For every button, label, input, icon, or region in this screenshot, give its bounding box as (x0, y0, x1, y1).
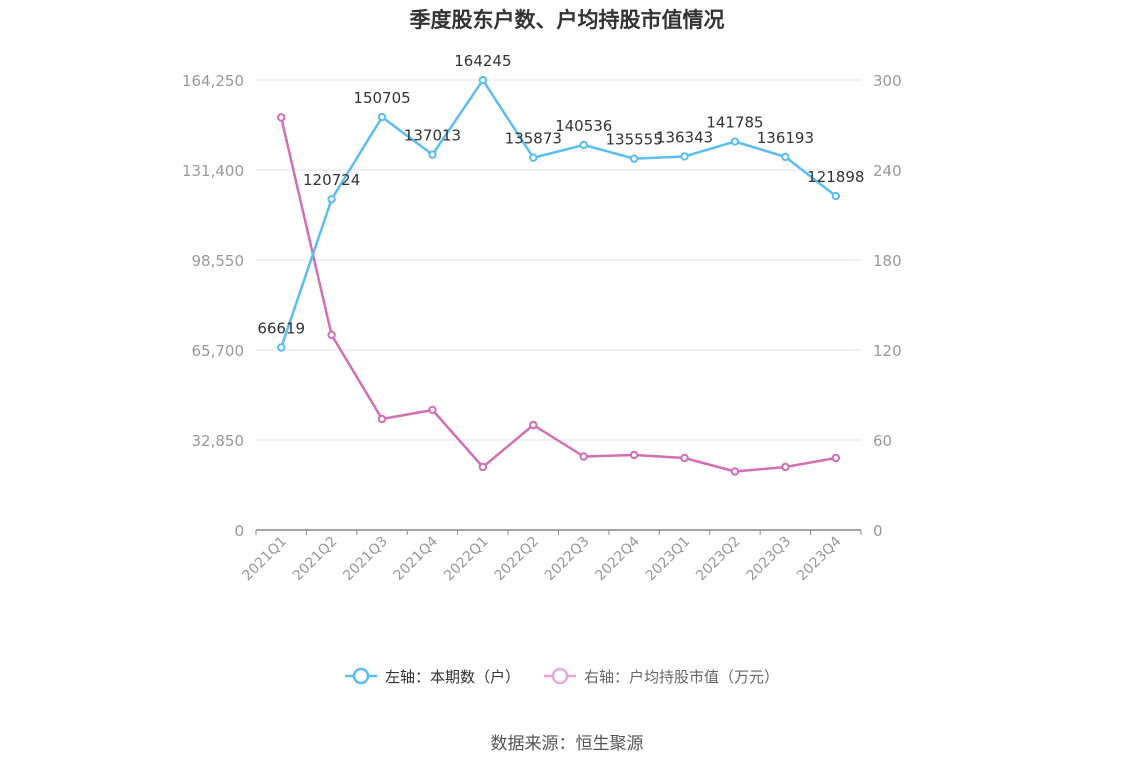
series-line-avg-holding-value (279, 117, 837, 473)
legend-marker-shareholder-count (352, 667, 370, 685)
x-axis-tick-label: 2022Q1 (441, 534, 492, 585)
data-point-shareholder-count (781, 152, 790, 162)
left-axis-tick-label: 65,700 (192, 342, 245, 360)
x-axis-tick-label: 2022Q4 (592, 533, 643, 584)
left-axis-tick-label: 0 (234, 522, 244, 540)
data-point-avg-holding-value (629, 450, 639, 460)
data-point-shareholder-count (680, 152, 689, 161)
data-point-avg-holding-value (781, 462, 790, 472)
data-label-shareholder-count: 135555 (605, 131, 662, 149)
x-axis-tick-label: 2023Q4 (794, 533, 845, 584)
data-point-shareholder-count (277, 343, 286, 352)
data-label-shareholder-count: 66619 (257, 319, 305, 337)
legend-marker-avg-holding-value (551, 667, 569, 685)
series-line-shareholder-count (280, 78, 837, 348)
data-point-avg-holding-value (327, 330, 336, 340)
data-point-avg-holding-value (529, 420, 538, 430)
data-point-shareholder-count (327, 195, 336, 204)
data-point-shareholder-count (428, 150, 437, 159)
right-axis-tick-label: 0 (873, 522, 883, 540)
data-label-shareholder-count: 141785 (706, 114, 763, 132)
x-axis-tick-label: 2021Q2 (290, 534, 341, 585)
data-point-shareholder-count (629, 154, 639, 163)
data-point-shareholder-count (579, 140, 588, 150)
x-axis-tick-label: 2022Q3 (542, 534, 593, 585)
data-label-shareholder-count: 164245 (454, 52, 511, 70)
data-point-avg-holding-value (277, 113, 286, 122)
data-label-shareholder-count: 137013 (404, 127, 461, 145)
data-point-shareholder-count (478, 75, 488, 85)
data-label-shareholder-count: 121898 (807, 168, 864, 186)
right-axis-tick-label: 120 (873, 342, 902, 360)
x-axis-tick-label: 2023Q1 (643, 534, 694, 585)
data-label-shareholder-count: 135873 (505, 130, 562, 148)
data-point-avg-holding-value (730, 467, 740, 476)
legend-label-shareholder-count: 左轴：本期数（户） (385, 668, 520, 686)
data-label-shareholder-count: 150705 (353, 89, 410, 107)
right-axis-tick-label: 60 (873, 432, 892, 450)
data-point-shareholder-count (529, 153, 538, 162)
data-source-note: 数据来源：恒生聚源 (490, 734, 644, 754)
left-axis-tick-label: 98,550 (192, 252, 245, 270)
data-label-shareholder-count: 140536 (555, 117, 612, 135)
data-label-shareholder-count: 120724 (303, 171, 360, 189)
left-axis-tick-label: 131,400 (182, 162, 244, 180)
x-axis-tick-label: 2022Q2 (492, 534, 543, 585)
right-axis-tick-label: 180 (873, 252, 902, 270)
data-point-shareholder-count (377, 112, 387, 122)
data-point-shareholder-count (831, 191, 840, 201)
left-axis-tick-label: 32,850 (192, 432, 245, 450)
chart-title: 季度股东户数、户均持股市值情况 (409, 8, 725, 32)
legend-label-avg-holding-value: 右轴：户均持股市值（万元） (584, 668, 779, 686)
left-axis-tick-label: 164,250 (182, 72, 244, 90)
right-axis-tick-label: 240 (873, 162, 902, 180)
x-axis-tick-label: 2023Q2 (693, 534, 744, 585)
x-axis-tick-label: 2021Q3 (340, 534, 391, 585)
x-axis-tick-label: 2023Q3 (744, 534, 795, 585)
data-point-shareholder-count (730, 137, 740, 146)
data-point-avg-holding-value (579, 452, 588, 461)
data-label-shareholder-count: 136343 (656, 128, 713, 146)
right-axis-tick-label: 300 (873, 72, 902, 90)
x-axis-tick-label: 2021Q4 (391, 533, 442, 584)
data-point-avg-holding-value (377, 414, 387, 424)
data-label-shareholder-count: 136193 (757, 129, 814, 147)
data-point-avg-holding-value (680, 453, 689, 463)
data-point-avg-holding-value (478, 462, 488, 472)
data-point-avg-holding-value (428, 405, 437, 415)
data-point-avg-holding-value (831, 453, 840, 463)
x-axis-tick-label: 2021Q1 (239, 534, 290, 585)
